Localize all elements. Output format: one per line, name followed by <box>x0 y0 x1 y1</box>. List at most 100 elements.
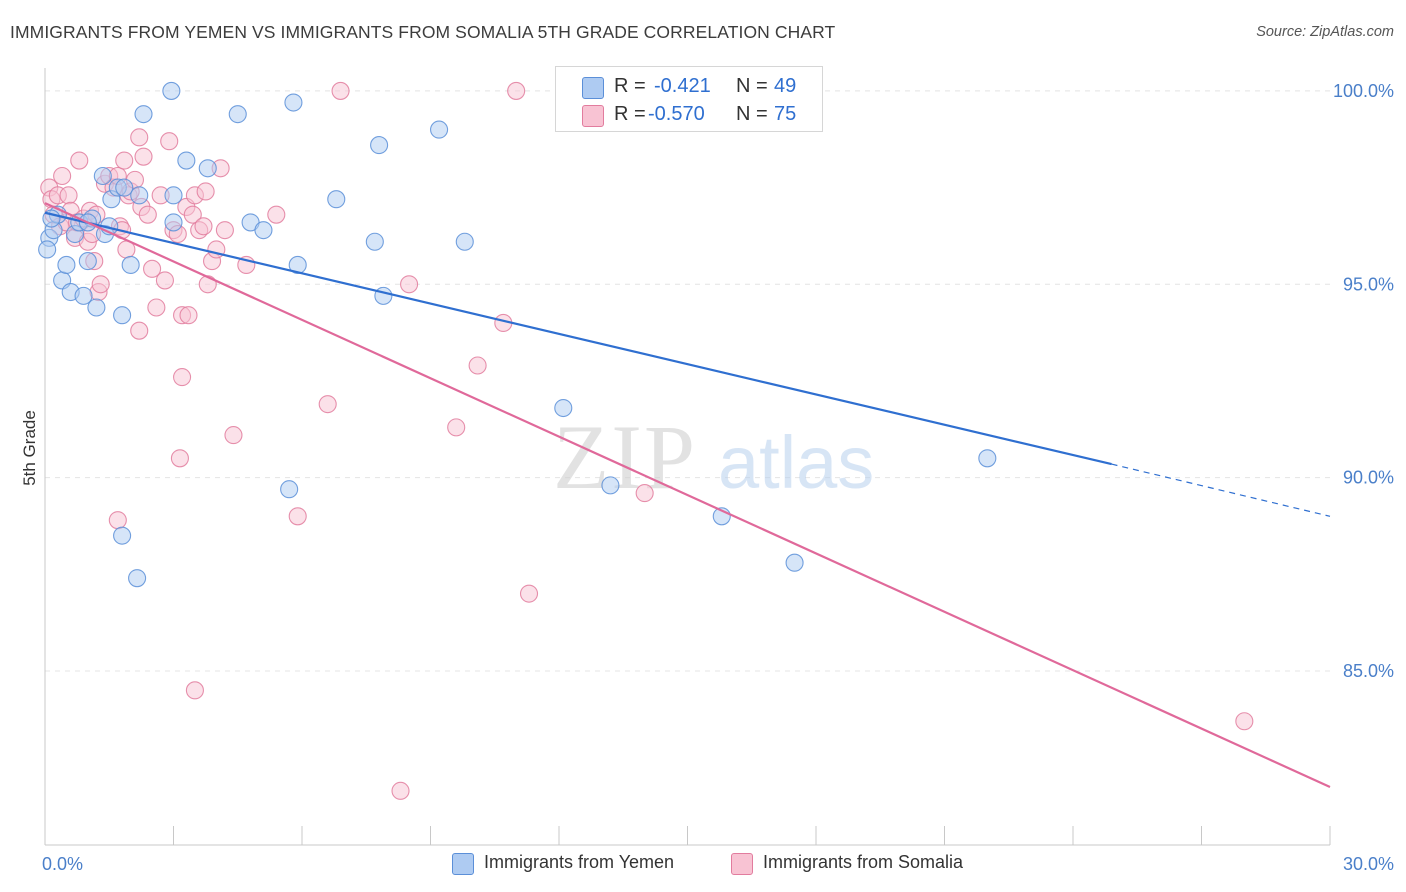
yemen-point <box>162 81 181 100</box>
somalia-point <box>519 584 539 603</box>
bottom-yemen-label: Immigrants from Yemen <box>484 852 675 872</box>
yemen-point <box>38 240 57 259</box>
yemen-trend-extension <box>1111 463 1331 517</box>
gridlines <box>45 90 1330 672</box>
yemen-point <box>78 252 97 271</box>
legend-row-yemen: R = -0.421 N = 49 <box>556 73 822 101</box>
watermark-atlas: atlas <box>718 421 874 504</box>
yemen-trend-line <box>44 211 1112 466</box>
yemen-point <box>57 255 76 275</box>
yemen-point <box>455 232 474 251</box>
yemen-point <box>284 93 303 112</box>
chart-title: IMMIGRANTS FROM YEMEN VS IMMIGRANTS FROM… <box>10 22 836 42</box>
y-tick-label: 90.0% <box>1343 468 1394 488</box>
somalia-point <box>155 271 174 290</box>
somalia-point <box>196 182 215 201</box>
somalia-n-label: N = <box>736 103 768 125</box>
somalia-point <box>198 275 217 294</box>
yemen-point <box>978 449 997 468</box>
somalia-point <box>134 147 153 166</box>
yemen-point <box>370 136 389 155</box>
yemen-point <box>128 569 147 588</box>
yemen-point <box>113 306 132 325</box>
somalia-trend-line <box>44 202 1331 788</box>
yemen-point <box>74 286 93 305</box>
yemen-point <box>134 105 153 124</box>
somalia-point <box>53 166 72 186</box>
somalia-point <box>147 298 166 317</box>
somalia-r-label: R = <box>614 103 646 125</box>
bottom-somalia-swatch <box>731 853 753 875</box>
yemen-r-label: R = <box>614 75 646 97</box>
somalia-n-value: 75 <box>774 103 797 125</box>
somalia-point <box>130 128 149 147</box>
yemen-point <box>87 298 106 317</box>
somalia-point <box>185 681 204 700</box>
bottom-yemen-swatch <box>452 853 474 875</box>
somalia-point <box>115 151 134 170</box>
yemen-point <box>280 480 299 499</box>
yemen-point <box>288 255 307 275</box>
somalia-point <box>179 306 198 325</box>
somalia-point <box>391 781 410 800</box>
yemen-point <box>554 398 573 418</box>
yemen-point <box>601 476 620 495</box>
yemen-point <box>327 190 346 209</box>
series-yemen-points <box>38 81 997 588</box>
yemen-point <box>164 186 183 205</box>
yemen-point <box>785 553 804 572</box>
somalia-point <box>70 151 89 170</box>
correlation-legend: R = -0.421 N = 49 R = -0.570 N = 75 <box>555 66 823 132</box>
y-tick-labels: 85.0% 90.0% 95.0% 100.0% <box>1333 81 1394 681</box>
somalia-point <box>318 395 337 414</box>
somalia-point <box>170 449 189 468</box>
y-tick-label: 100.0% <box>1333 81 1394 101</box>
yemen-point <box>254 221 273 240</box>
yemen-point <box>365 232 384 251</box>
yemen-point <box>121 255 140 275</box>
somalia-point <box>108 511 127 530</box>
somalia-point <box>288 507 307 526</box>
somalia-point <box>267 205 286 224</box>
yemen-point <box>93 166 112 186</box>
bottom-somalia-label: Immigrants from Somalia <box>763 852 964 872</box>
axes <box>44 68 1331 846</box>
x-tick-label-max: 30.0% <box>1343 854 1394 874</box>
yemen-point <box>177 151 196 170</box>
yemen-point <box>113 526 132 545</box>
trend-lines <box>44 202 1331 788</box>
somalia-point <box>468 356 487 375</box>
somalia-point <box>507 81 526 100</box>
somalia-point <box>447 418 466 437</box>
yemen-point <box>374 286 393 305</box>
somalia-point <box>183 205 202 224</box>
somalia-point <box>194 217 213 236</box>
somalia-point <box>173 368 192 387</box>
somalia-point <box>1235 712 1254 731</box>
yemen-r-value: -0.421 <box>654 75 711 97</box>
y-tick-label: 85.0% <box>1343 661 1394 681</box>
y-tick-label: 95.0% <box>1343 274 1394 294</box>
somalia-point <box>143 259 162 278</box>
yemen-n-value: 49 <box>774 75 797 97</box>
yemen-point <box>430 120 449 139</box>
somalia-point <box>59 186 78 205</box>
somalia-point <box>635 484 654 503</box>
source-label: Source: ZipAtlas.com <box>1256 24 1394 40</box>
somalia-point <box>91 275 110 294</box>
yemen-swatch <box>582 77 604 99</box>
yemen-point <box>164 213 183 232</box>
somalia-point <box>215 221 234 240</box>
somalia-point <box>160 132 179 151</box>
yemen-n-label: N = <box>736 75 768 97</box>
yemen-point <box>115 178 134 197</box>
yemen-point <box>198 159 217 178</box>
y-axis-label: 5th Grade <box>20 410 39 486</box>
somalia-swatch <box>582 105 604 127</box>
watermark-zip: ZIP <box>553 406 697 508</box>
somalia-point <box>138 205 157 224</box>
somalia-point <box>130 321 149 340</box>
yemen-point <box>228 105 247 124</box>
somalia-r-value: -0.570 <box>648 103 705 125</box>
